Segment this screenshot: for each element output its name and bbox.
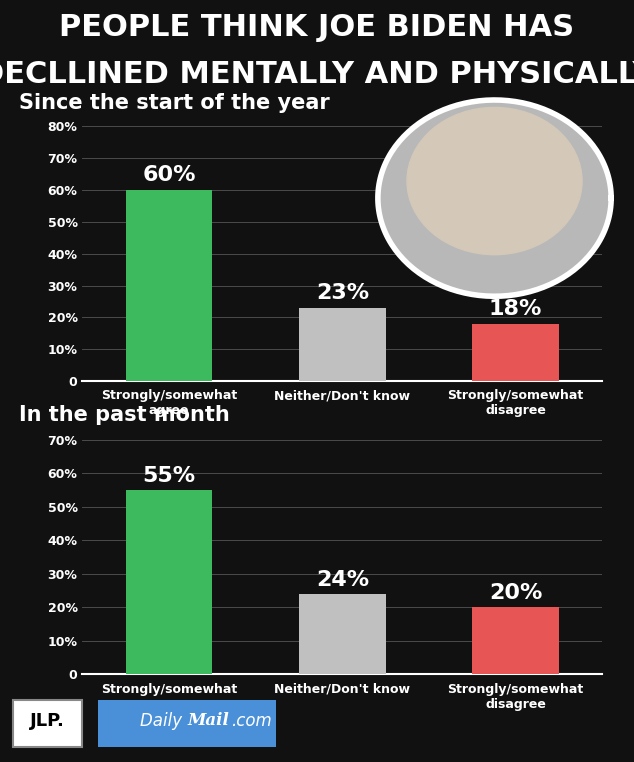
Text: In the past month: In the past month (19, 405, 230, 425)
Circle shape (378, 100, 611, 296)
Text: 60%: 60% (142, 165, 196, 185)
Text: 20%: 20% (489, 583, 542, 604)
Text: Daily: Daily (139, 712, 187, 730)
Bar (472, 607, 559, 674)
Text: Since the start of the year: Since the start of the year (19, 93, 330, 113)
Bar (299, 594, 385, 674)
Bar (126, 490, 212, 674)
Bar (126, 190, 212, 381)
Text: 18%: 18% (489, 299, 542, 319)
FancyBboxPatch shape (13, 700, 82, 747)
Text: PEOPLE THINK JOE BIDEN HAS: PEOPLE THINK JOE BIDEN HAS (60, 13, 574, 42)
Bar (472, 324, 559, 381)
Text: JLP.: JLP. (30, 712, 65, 730)
Text: 55%: 55% (143, 466, 196, 486)
Text: 24%: 24% (316, 570, 369, 590)
Circle shape (407, 107, 582, 255)
Text: .com: .com (231, 712, 272, 730)
Bar (299, 308, 385, 381)
Text: 23%: 23% (316, 283, 369, 303)
Text: DECLLINED MENTALLY AND PHYSICALLY: DECLLINED MENTALLY AND PHYSICALLY (0, 60, 634, 89)
Text: Mail: Mail (187, 712, 229, 729)
FancyBboxPatch shape (98, 700, 276, 747)
